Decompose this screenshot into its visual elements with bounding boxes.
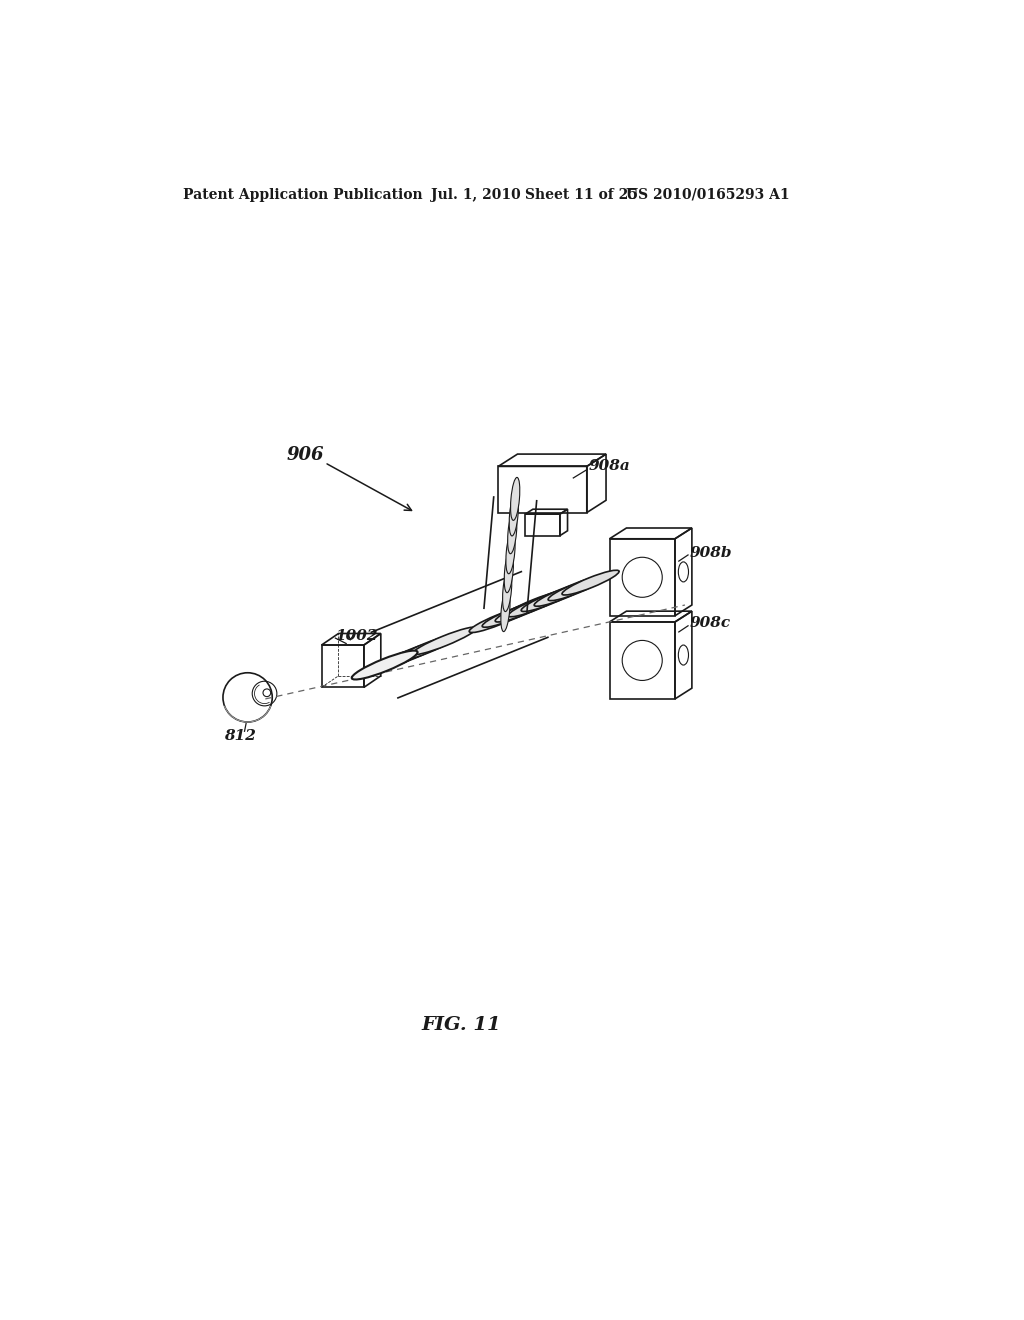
Text: 908a: 908a <box>589 459 631 474</box>
Text: Jul. 1, 2010: Jul. 1, 2010 <box>431 187 520 202</box>
Ellipse shape <box>502 590 567 619</box>
Text: Sheet 11 of 25: Sheet 11 of 25 <box>524 187 638 202</box>
Ellipse shape <box>509 492 518 536</box>
Ellipse shape <box>496 597 552 622</box>
Ellipse shape <box>351 651 418 680</box>
Text: 908c: 908c <box>689 616 731 631</box>
Text: 908b: 908b <box>689 545 732 560</box>
Ellipse shape <box>562 570 620 595</box>
Ellipse shape <box>413 627 477 655</box>
Text: 906: 906 <box>286 446 324 463</box>
Ellipse shape <box>521 586 579 611</box>
Ellipse shape <box>535 582 591 606</box>
Text: US 2010/0165293 A1: US 2010/0165293 A1 <box>627 187 791 202</box>
Ellipse shape <box>501 589 510 631</box>
Ellipse shape <box>508 511 517 553</box>
Ellipse shape <box>506 531 515 574</box>
Ellipse shape <box>394 635 459 661</box>
Ellipse shape <box>469 607 526 632</box>
Ellipse shape <box>482 602 540 627</box>
Ellipse shape <box>503 569 512 611</box>
Ellipse shape <box>365 647 429 675</box>
Ellipse shape <box>511 478 520 520</box>
Ellipse shape <box>504 549 513 593</box>
Text: 812: 812 <box>224 729 256 743</box>
Text: FIG. 11: FIG. 11 <box>422 1015 502 1034</box>
Ellipse shape <box>380 640 443 668</box>
Text: 1002: 1002 <box>335 628 377 643</box>
Ellipse shape <box>548 576 605 601</box>
Text: Patent Application Publication: Patent Application Publication <box>183 187 423 202</box>
Ellipse shape <box>508 591 565 616</box>
